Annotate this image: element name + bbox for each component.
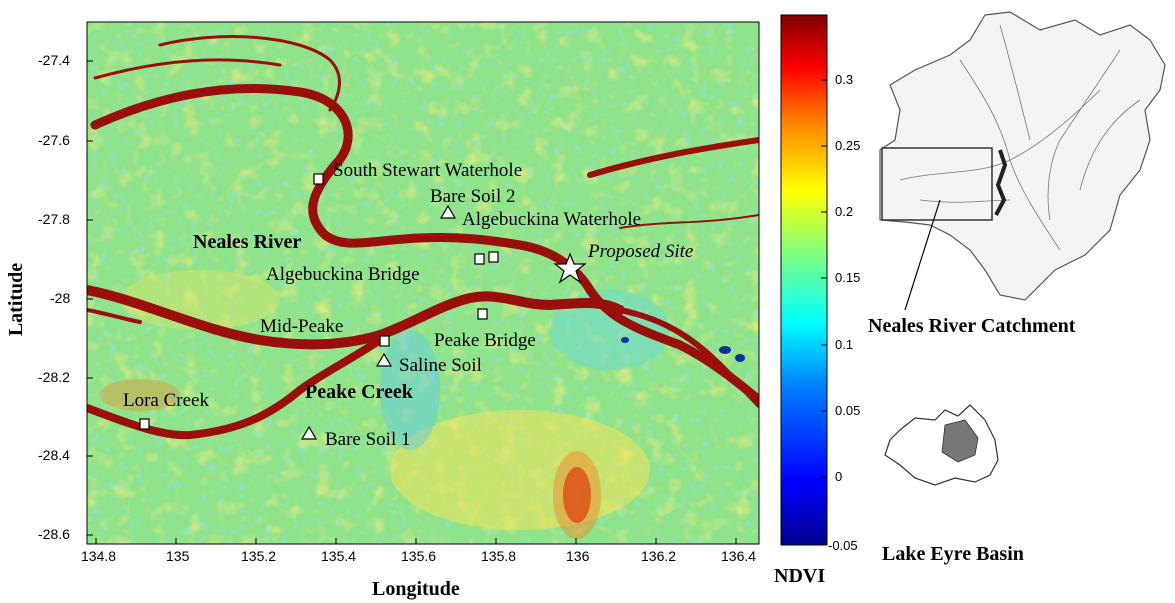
y-tick: -27.8 <box>38 211 70 227</box>
colorbar-tick: 0.25 <box>835 138 861 153</box>
x-tick: 135.6 <box>401 548 437 564</box>
site-label: South Stewart Waterhole <box>333 160 523 181</box>
y-tick: -28 <box>50 290 71 306</box>
y-tick: -27.6 <box>38 132 70 148</box>
y-tick: -28.4 <box>38 447 70 463</box>
x-tick: 135.2 <box>241 548 277 564</box>
site-label: Bare Soil 2 <box>430 186 516 207</box>
region-label-neales: Neales River <box>193 231 302 253</box>
x-tick: 134.8 <box>81 548 117 564</box>
basin-inset <box>884 404 999 486</box>
site-label: Proposed Site <box>588 241 694 262</box>
y-axis-title: Latitude <box>5 262 28 337</box>
colorbar-ticks <box>821 79 827 478</box>
colorbar-title: NDVI <box>774 565 826 587</box>
x-axis-title: Longitude <box>372 578 460 600</box>
y-tick: -27.4 <box>38 52 70 68</box>
site-label: Algebuckina Waterhole <box>462 209 642 230</box>
colorbar-tick: 0.1 <box>835 337 854 352</box>
marker-lora-creek <box>139 418 150 430</box>
marker-algebuckina-bridge-b <box>488 251 499 263</box>
x-tick: 135 <box>166 548 190 564</box>
colorbar-tick: 0 <box>835 469 843 484</box>
marker-proposed-site <box>553 252 587 284</box>
x-tick: 136.2 <box>641 548 677 564</box>
x-tick: 135.4 <box>321 548 357 564</box>
marker-algebuckina-bridge-a <box>474 253 485 265</box>
marker-bare-soil-1 <box>300 425 318 440</box>
y-tick: -28.6 <box>38 526 70 542</box>
colorbar-tick: 0.2 <box>835 204 854 219</box>
colorbar-tick: -0.05 <box>828 538 858 553</box>
site-markers <box>139 173 587 440</box>
marker-saline-soil <box>375 352 393 367</box>
site-label: Lora Creek <box>123 390 209 411</box>
marker-south-stewart <box>313 173 324 185</box>
region-label-peake: Peake Creek <box>305 381 413 403</box>
x-axis-ticks <box>95 538 737 544</box>
site-label: Saline Soil <box>399 355 482 376</box>
y-axis-ticks <box>87 60 93 536</box>
site-label: Bare Soil 1 <box>325 429 411 450</box>
colorbar <box>780 14 828 546</box>
site-label: Mid-Peake <box>260 316 344 337</box>
basin-title: Lake Eyre Basin <box>882 543 1024 565</box>
colorbar-tick: 0.15 <box>835 270 861 285</box>
catchment-inset <box>879 11 1166 311</box>
catchment-title: Neales River Catchment <box>868 315 1076 337</box>
marker-bare-soil-2 <box>439 204 457 219</box>
marker-peake-bridge <box>477 308 488 320</box>
colorbar-tick: 0.3 <box>835 72 854 87</box>
y-tick: -28.2 <box>38 369 70 385</box>
x-tick: 135.8 <box>481 548 517 564</box>
site-label: Algebuckina Bridge <box>266 264 420 285</box>
colorbar-tick: 0.05 <box>835 403 861 418</box>
x-tick: 136.4 <box>721 548 757 564</box>
map-plot-area <box>87 22 759 544</box>
site-label: Peake Bridge <box>434 330 536 351</box>
marker-mid-peake <box>379 335 390 347</box>
x-tick: 136 <box>566 548 590 564</box>
